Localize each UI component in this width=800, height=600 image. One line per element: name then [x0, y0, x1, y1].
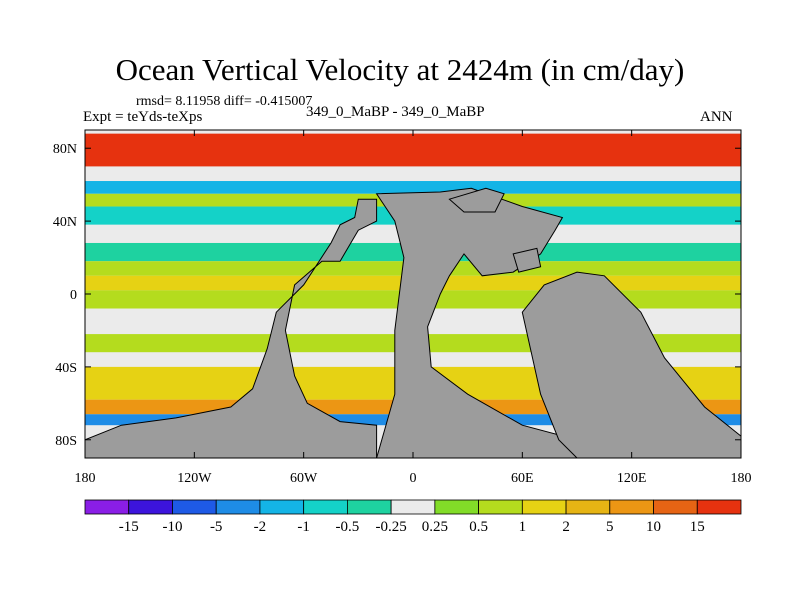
y-tick-label: 80S [55, 434, 77, 449]
colorbar-box [434, 499, 480, 515]
season-label: ANN [700, 109, 733, 125]
ocean-band [85, 166, 741, 182]
ocean-band [85, 133, 741, 167]
colorbar-label: 0.25 [422, 519, 448, 535]
x-tick-label: 180 [75, 471, 96, 486]
y-tick-label: 0 [70, 288, 77, 303]
western-continent [85, 198, 378, 458]
colorbar-box [609, 499, 654, 515]
x-tick-label: 0 [410, 471, 417, 486]
colorbar-label: 10 [646, 519, 661, 535]
ocean-band [85, 181, 741, 194]
x-tick-label: 120W [177, 471, 212, 486]
stats-line: rmsd= 8.11958 diff= -0.415007 [136, 94, 313, 109]
north-island [448, 187, 505, 213]
colorbar-label: -0.5 [336, 519, 360, 535]
colorbar-box [128, 499, 173, 515]
colorbar-box [303, 499, 348, 515]
chart-title: Ocean Vertical Velocity at 2424m (in cm/… [115, 52, 685, 87]
colorbar-box [390, 499, 436, 515]
experiment-label: Expt = teYds-teXps [83, 109, 203, 125]
land-layer [85, 187, 741, 458]
colorbar-box [565, 499, 611, 515]
colorbar-box [478, 499, 523, 515]
colorbar-label: 15 [690, 519, 705, 535]
colorbar: -15 -10 -5 -2 -1 -0.5 -0.25 0.25 0.5 1 2 5 10 15 [84, 499, 742, 535]
x-tick-label: 120E [617, 471, 647, 486]
colorbar-label: -10 [162, 519, 182, 535]
colorbar-label: 0.5 [469, 519, 488, 535]
colorbar-box [521, 499, 567, 515]
colorbar-box [346, 499, 392, 515]
eastern-continent [521, 271, 741, 458]
y-tick-label: 40N [53, 215, 77, 230]
colorbar-label: 2 [562, 519, 570, 535]
colorbar-box [696, 499, 742, 515]
colorbar-label: -1 [297, 519, 310, 535]
colorbar-box [84, 499, 130, 515]
colorbar-box [259, 499, 305, 515]
colorbar-box [653, 499, 698, 515]
x-tick-label: 60W [290, 471, 318, 486]
colorbar-label: -15 [119, 519, 139, 535]
axis-ticks: 180 120W 60W 0 60E 120E 180 80N 40N 0 40S 80S [53, 130, 752, 486]
case-label: 349_0_MaBP - 349_0_MaBP [306, 104, 485, 120]
x-tick-label: 180 [731, 471, 752, 486]
colorbar-label: -0.25 [376, 519, 407, 535]
colorbar-label: 1 [519, 519, 527, 535]
colorbar-label: 5 [606, 519, 614, 535]
colorbar-label: -5 [210, 519, 223, 535]
colorbar-box [172, 499, 217, 515]
east-peninsula [512, 247, 542, 273]
x-tick-label: 60E [511, 471, 534, 486]
y-tick-label: 80N [53, 142, 77, 157]
y-tick-label: 40S [55, 361, 77, 376]
colorbar-label: -2 [254, 519, 267, 535]
colorbar-box [215, 499, 261, 515]
